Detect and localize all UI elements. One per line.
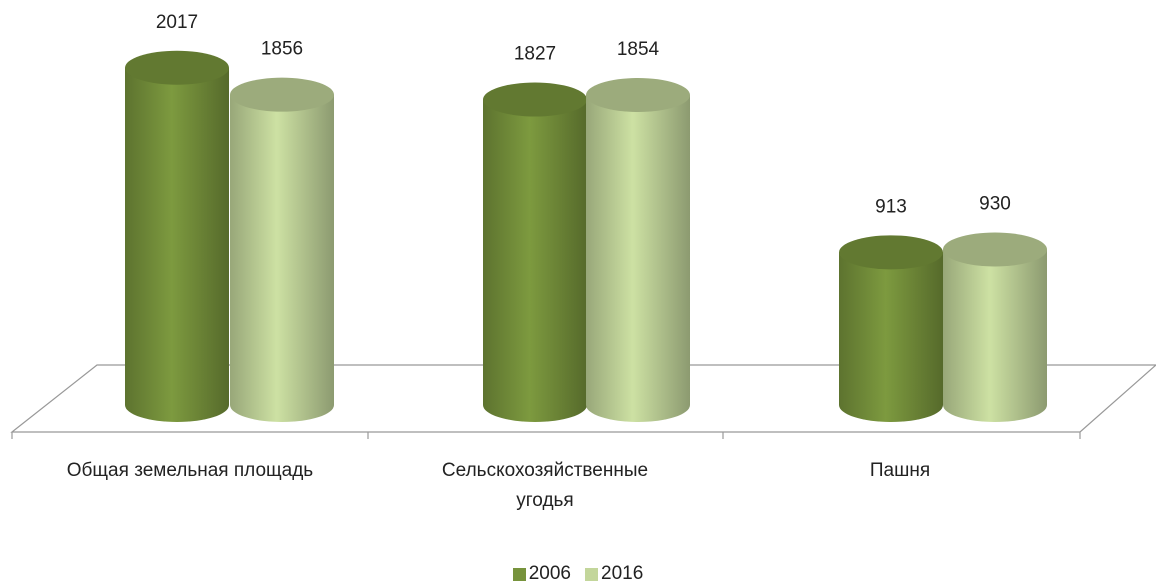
x-tick-label: Пашня bbox=[869, 460, 931, 481]
bar-top bbox=[586, 78, 690, 113]
floor-plane bbox=[10, 364, 1156, 433]
bar-top bbox=[483, 82, 587, 117]
value-label: 930 bbox=[979, 194, 1011, 215]
bar bbox=[483, 99, 587, 422]
value-label: 1827 bbox=[514, 44, 556, 65]
bar bbox=[586, 95, 690, 422]
bar-top bbox=[943, 232, 1047, 267]
value-label: 1854 bbox=[617, 39, 660, 60]
legend-item: 2016 bbox=[585, 563, 643, 585]
value-label: 2017 bbox=[156, 12, 198, 33]
legend-swatch bbox=[512, 567, 526, 581]
floor bbox=[10, 364, 1156, 439]
legend: 2006 2016 bbox=[0, 563, 1156, 585]
bar-top bbox=[230, 77, 334, 112]
legend-label: 2016 bbox=[601, 563, 644, 584]
bar bbox=[839, 252, 943, 422]
legend-swatch bbox=[585, 567, 598, 581]
x-tick-label: Сельскохозяйственные угодья bbox=[441, 460, 649, 511]
bar bbox=[230, 94, 334, 422]
bar bbox=[125, 67, 229, 422]
value-label: 1856 bbox=[261, 39, 303, 60]
x-tick-label: Общая земельная площадь bbox=[66, 460, 314, 481]
bar bbox=[943, 249, 1047, 422]
value-label: 913 bbox=[875, 196, 907, 217]
legend-label: 2006 bbox=[528, 563, 571, 584]
bar-top bbox=[125, 50, 229, 85]
bar-top bbox=[839, 235, 943, 270]
legend-item: 2006 bbox=[512, 563, 571, 585]
